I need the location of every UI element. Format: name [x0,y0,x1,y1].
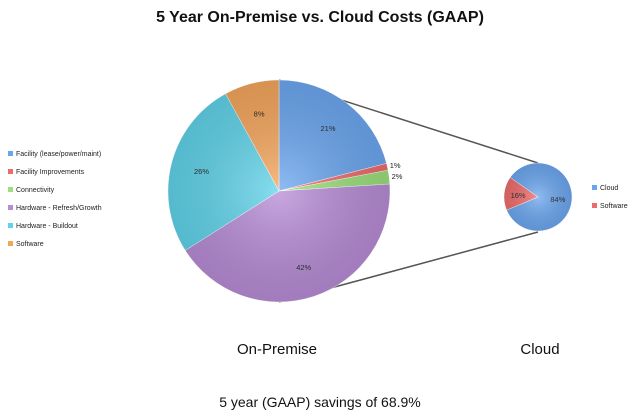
on-premise-legend-swatch-software [8,241,13,246]
on-premise-legend-label-facility-lease-power-maint: Facility (lease/power/maint) [16,151,101,158]
cloud-legend: Cloud Software [592,185,628,210]
on-premise-legend-label-hardware-refresh-growth: Hardware - Refresh/Growth [16,205,102,212]
on-premise-legend-swatch-hardware-buildout [8,223,13,228]
on-premise-legend-label-facility-improvements: Facility Improvements [16,169,85,176]
chart-title: 5 Year On-Premise vs. Cloud Costs (GAAP) [156,9,484,26]
on-premise-legend-swatch-facility-lease-power-maint [8,151,13,156]
savings-footer: 5 year (GAAP) savings of 68.9% [219,394,421,410]
on-premise-legend-swatch-hardware-refresh-growth [8,205,13,210]
on-premise-legend-label-software: Software [16,241,44,248]
on-premise-label-facility-lease-power-maint: 21% [321,124,336,133]
cloud-legend-swatch-cloud [592,185,597,190]
cloud-label-software: 16% [511,191,526,200]
on-premise-label-connectivity: 2% [392,172,403,181]
on-premise-legend: Facility (lease/power/maint) Facility Imp… [8,151,102,248]
cloud-pie-label: Cloud [520,341,559,358]
on-premise-legend-label-hardware-buildout: Hardware - Buildout [16,223,78,230]
on-premise-pie-label: On-Premise [237,341,317,358]
cloud-legend-label-software: Software [600,203,628,210]
on-premise-label-hardware-buildout: 26% [194,167,209,176]
cloud-legend-label-cloud: Cloud [600,185,618,192]
cloud-pie: 84% 16% [503,162,573,232]
on-premise-label-software: 8% [254,110,265,119]
on-premise-legend-swatch-connectivity [8,187,13,192]
on-premise-label-facility-improvements: 1% [390,161,401,170]
cloud-label-cloud: 84% [550,195,565,204]
on-premise-legend-label-connectivity: Connectivity [16,187,55,194]
on-premise-pie: 21% 1% 2% 42% 26% 8% [167,79,403,303]
on-premise-legend-swatch-facility-improvements [8,169,13,174]
on-premise-label-hardware-refresh-growth: 42% [296,263,311,272]
cloud-legend-swatch-software [592,203,597,208]
